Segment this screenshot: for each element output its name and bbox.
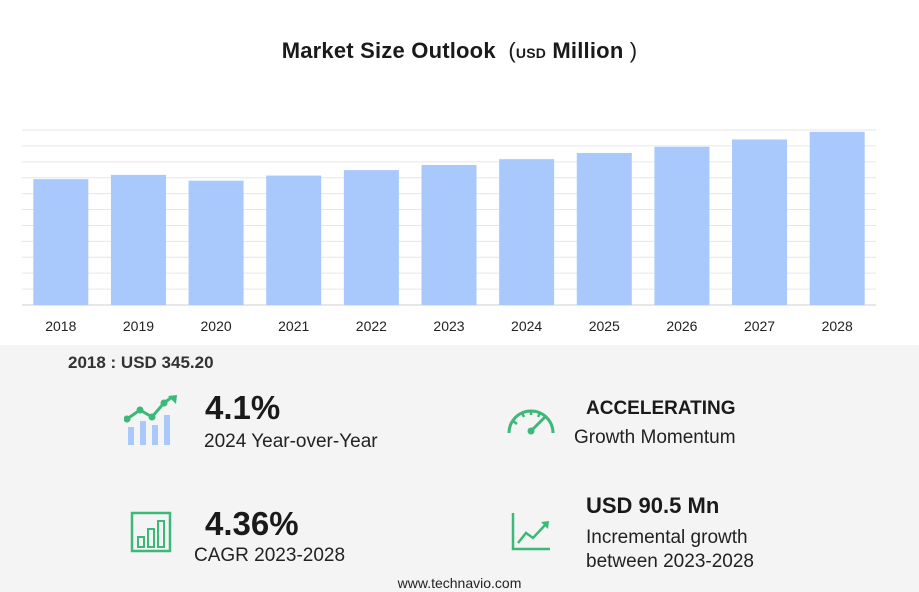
x-axis-ticks: 2018 2019 2020 2021 2022 2023 2024 2025 2026 2027… [45, 318, 853, 334]
x-tick-2020: 2020 [201, 318, 232, 334]
bar-2019 [110, 174, 166, 305]
bar-2024 [499, 159, 555, 305]
speedometer-icon [507, 409, 555, 435]
bar-2028 [809, 131, 865, 305]
summary-panel: 2018 : USD 345.20 4.1% 2024 Year-over-Ye… [0, 345, 919, 592]
x-tick-2027: 2027 [744, 318, 775, 334]
title-paren-close: ) [623, 38, 638, 63]
chart-bars [33, 131, 865, 305]
base-year-value: 2018 : USD 345.20 [68, 353, 214, 372]
chart-title-text: Market Size Outlook [281, 38, 496, 63]
yoy-value: 4.1% [205, 389, 281, 426]
x-tick-2023: 2023 [433, 318, 464, 334]
title-paren-open: ( [502, 38, 516, 63]
yoy-label: 2024 Year-over-Year [204, 431, 378, 452]
x-tick-2026: 2026 [666, 318, 697, 334]
bar-2021 [266, 175, 322, 305]
title-unit: Million [552, 38, 624, 63]
bar-2026 [654, 146, 710, 305]
incremental-value: USD 90.5 Mn [586, 493, 720, 518]
bar-2027 [732, 139, 788, 305]
momentum-label: Growth Momentum [574, 427, 736, 448]
x-tick-2024: 2024 [511, 318, 542, 334]
incremental-label-line2: between 2023-2028 [586, 551, 754, 572]
bar-2023 [421, 165, 477, 305]
bar-2018 [33, 179, 89, 305]
title-unit-prefix: USD [515, 45, 547, 61]
x-tick-2021: 2021 [278, 318, 309, 334]
incremental-label-line1: Incremental growth [586, 527, 748, 548]
watermark-url: www.technavio.com [397, 575, 522, 591]
trend-line-icon [511, 513, 550, 551]
growth-bars-icon [124, 395, 177, 445]
cagr-value: 4.36% [205, 505, 299, 542]
cagr-label: CAGR 2023-2028 [194, 545, 346, 566]
momentum-value: ACCELERATING [586, 398, 736, 419]
x-tick-2022: 2022 [356, 318, 387, 334]
x-tick-2018: 2018 [45, 318, 76, 334]
bar-chart-icon [130, 511, 172, 553]
x-tick-2019: 2019 [123, 318, 154, 334]
x-tick-2025: 2025 [589, 318, 620, 334]
bar-2022 [343, 170, 399, 305]
bar-chart: 2018 2019 2020 2021 2022 2023 2024 2025 2026 2027… [22, 129, 876, 334]
bar-2025 [576, 152, 632, 305]
x-tick-2028: 2028 [822, 318, 853, 334]
bar-2020 [188, 180, 244, 305]
chart-title: Market Size Outlook (USD Million ) [0, 38, 919, 64]
